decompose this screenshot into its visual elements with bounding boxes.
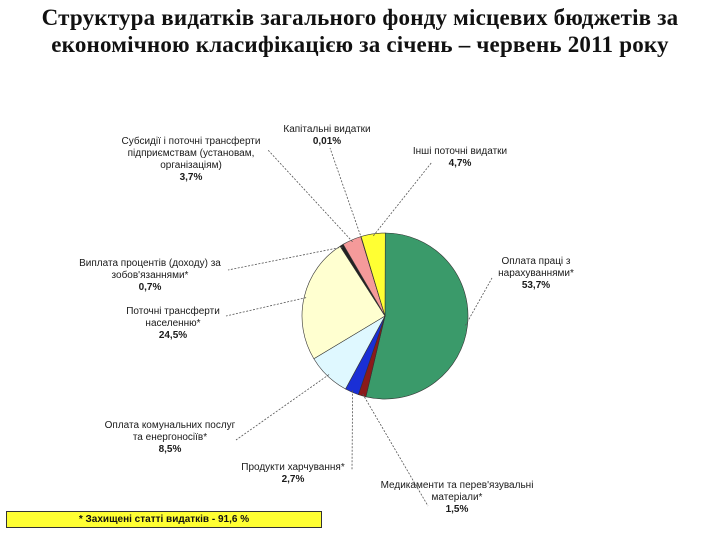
- label-capital-text: Капітальні видатки: [283, 124, 371, 135]
- pie-slices: [301, 232, 469, 400]
- slice-transfers-population: [301, 245, 386, 360]
- label-salaries-value: 53,7%: [521, 280, 551, 291]
- label-medicines-value: 1,5%: [445, 504, 469, 515]
- title-line-1: Структура видатків загального фонду місц…: [41, 5, 679, 30]
- leader-line-subsidies: [267, 149, 353, 243]
- label-food-text: Продукти харчування*: [241, 462, 345, 473]
- label-subsidies-text: Субсидії і поточні трансферти підприємст…: [121, 136, 261, 171]
- label-subsidies-value: 3,7%: [179, 172, 203, 183]
- leader-line-transfers-population: [225, 297, 307, 317]
- leader-lines: [225, 147, 493, 507]
- leader-line-utilities: [235, 374, 330, 441]
- label-interest-value: 0,7%: [138, 282, 162, 293]
- label-capital-value: 0,01%: [312, 136, 342, 147]
- label-medicines: Медикаменти та перев'язувальні матеріали…: [372, 480, 542, 516]
- label-salaries: Оплата праці з нарахуваннями* 53,7%: [466, 256, 606, 292]
- label-other-text: Інші поточні видатки: [412, 146, 508, 157]
- leader-line-food: [351, 390, 354, 471]
- label-utilities-text: Оплата комунальних послуг та енергоносії…: [104, 420, 236, 443]
- slice-salaries: [365, 232, 469, 400]
- label-food: Продукти харчування* 2,7%: [228, 462, 358, 486]
- title-line-2: економічною класифікацією за січень – че…: [51, 32, 669, 57]
- label-transfers-population: Поточні трансферти населенню* 24,5%: [108, 306, 238, 342]
- label-salaries-text: Оплата праці з нарахуваннями*: [498, 256, 574, 279]
- label-other: Інші поточні видатки 4,7%: [400, 146, 520, 170]
- leader-line-medicines: [362, 393, 429, 507]
- leader-line-interest: [227, 246, 343, 271]
- leader-line-capital: [329, 147, 362, 239]
- label-utilities-value: 8,5%: [158, 444, 182, 455]
- label-transfers-population-text: Поточні трансферти населенню*: [126, 306, 220, 329]
- label-capital: Капітальні видатки 0,01%: [272, 124, 382, 148]
- label-utilities: Оплата комунальних послуг та енергоносії…: [100, 420, 240, 456]
- label-interest-text: Виплата процентів (доходу) за зобов'язан…: [79, 258, 221, 281]
- label-transfers-population-value: 24,5%: [158, 330, 188, 341]
- label-food-value: 2,7%: [281, 474, 305, 485]
- footnote: * Захищені статті видатків - 91,6 %: [6, 511, 322, 528]
- leader-line-other: [373, 161, 433, 237]
- label-interest: Виплата процентів (доходу) за зобов'язан…: [70, 258, 230, 294]
- chart-title: Структура видатків загального фонду місц…: [0, 4, 720, 58]
- label-medicines-text: Медикаменти та перев'язувальні матеріали…: [380, 480, 534, 503]
- label-subsidies: Субсидії і поточні трансферти підприємст…: [116, 136, 266, 184]
- label-other-value: 4,7%: [448, 158, 472, 169]
